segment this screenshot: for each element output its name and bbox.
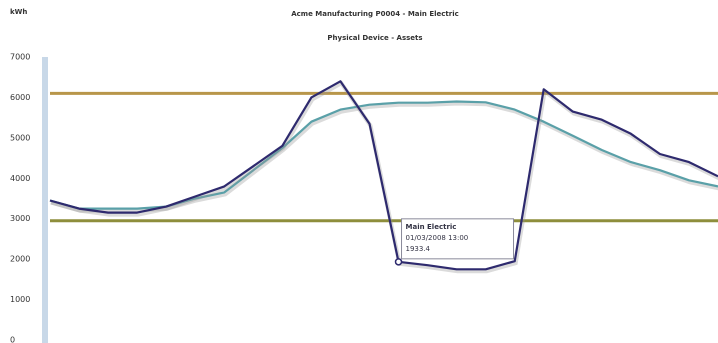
chart-subtitle: Physical Device - Assets — [327, 34, 422, 42]
y-axis-label: kWh — [10, 8, 27, 16]
tooltip-title: Main Electric — [406, 223, 457, 231]
series-line — [49, 80, 718, 271]
chart-title: Acme Manufacturing P0004 - Main Electric — [291, 10, 459, 18]
y-axis-bar — [42, 57, 48, 343]
tooltip-value: 1933.4 — [406, 245, 431, 253]
y-tick-label: 6000 — [10, 93, 30, 102]
y-tick-label: 2000 — [10, 255, 30, 264]
hover-marker — [394, 258, 403, 266]
y-tick-label: 3000 — [10, 214, 30, 223]
tooltip-box — [401, 218, 515, 260]
y-tick-label: 5000 — [10, 133, 30, 142]
y-tick-label: 7000 — [10, 53, 30, 62]
y-tick-label: 4000 — [10, 174, 30, 183]
tooltip-date: 01/03/2008 13:00 — [406, 234, 469, 242]
y-tick-label: 0 — [10, 336, 15, 343]
y-tick-label: 1000 — [10, 295, 30, 304]
tooltip: Main Electric 01/03/2008 13:00 1933.4 — [401, 218, 515, 260]
line-shadow — [50, 80, 718, 274]
line-shadow — [50, 101, 718, 213]
